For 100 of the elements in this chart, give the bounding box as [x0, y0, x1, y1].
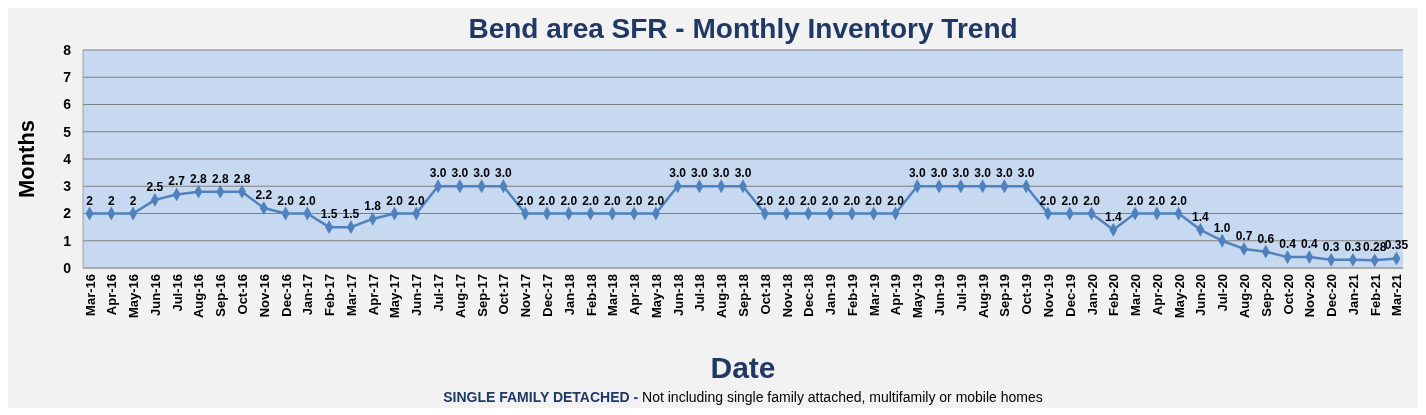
- data-label: 3.0: [473, 166, 491, 181]
- data-label: 2.0: [582, 193, 600, 208]
- data-label: 2.8: [211, 171, 229, 186]
- x-tick-label: Jul-16: [169, 274, 185, 312]
- x-tick-label: Jul-18: [692, 274, 708, 312]
- x-tick-label: Sep-20: [1258, 274, 1274, 317]
- data-label: 2.0: [865, 193, 883, 208]
- x-tick-label: Sep-17: [474, 274, 490, 317]
- x-tick-label: Apr-16: [104, 274, 120, 316]
- data-label: 1.0: [1213, 220, 1231, 235]
- x-tick-label: Oct-19: [1019, 274, 1035, 315]
- x-tick-label: Jul-19: [953, 274, 969, 312]
- data-label: 2.0: [625, 193, 643, 208]
- x-tick-label: Aug-17: [452, 274, 468, 319]
- data-label: 2.0: [1170, 193, 1188, 208]
- data-label: 2.5: [146, 179, 164, 194]
- data-label: 2.0: [821, 193, 839, 208]
- data-label: 2.0: [1061, 193, 1079, 208]
- data-label: 0.3: [1344, 239, 1362, 254]
- data-label: 3.0: [691, 166, 709, 181]
- data-label: 0.3: [1322, 239, 1340, 254]
- data-label: 0.7: [1235, 228, 1253, 243]
- data-label: 2.0: [1126, 193, 1144, 208]
- chart-title: Bend area SFR - Monthly Inventory Trend: [468, 13, 1018, 44]
- data-label: 2.0: [800, 193, 818, 208]
- data-label: 1.5: [342, 207, 360, 222]
- y-tick-label: 0: [63, 259, 72, 276]
- x-tick-label: Jun-20: [1193, 274, 1209, 316]
- x-tick-label: Sep-18: [736, 274, 751, 317]
- data-label: 2.0: [1148, 193, 1166, 208]
- text: SINGLE FAMILY DETACHED - Not including single family attached, multifamily or mobile homes: [443, 389, 1043, 405]
- y-tick-label: 4: [63, 150, 72, 167]
- y-tick-label: 5: [63, 123, 72, 140]
- data-label: 3.0: [1017, 166, 1035, 181]
- data-label: 3.0: [908, 166, 926, 181]
- x-tick-label: Mar-19: [866, 274, 882, 316]
- x-tick-label: Nov-18: [779, 274, 795, 318]
- x-tick-label: May-19: [910, 274, 926, 319]
- x-tick-label: Jan-20: [1084, 274, 1100, 316]
- x-tick-label: Mar-21: [1389, 274, 1405, 316]
- x-axis-title: Date: [710, 351, 776, 384]
- y-tick-label: 6: [63, 96, 72, 113]
- data-label: 3.0: [952, 166, 970, 181]
- x-tick-label: Oct-16: [235, 274, 251, 315]
- data-label: 2.8: [233, 171, 251, 186]
- x-tick-label: Jun-18: [670, 274, 686, 316]
- x-tick-label: Feb-18: [583, 274, 599, 316]
- x-tick-label: Jan-21: [1345, 274, 1361, 316]
- data-label: 2.0: [647, 193, 665, 208]
- x-tick-label: Nov-17: [518, 274, 534, 318]
- data-label: 2.0: [538, 193, 556, 208]
- data-label: 2.0: [756, 193, 774, 208]
- data-label: 2.0: [277, 193, 295, 208]
- x-tick-label: Jul-17: [431, 274, 447, 312]
- x-tick-label: Oct-17: [496, 274, 512, 315]
- x-tick-label: Aug-19: [975, 274, 991, 319]
- data-label: 2: [129, 193, 137, 208]
- data-label: 3.0: [669, 166, 687, 181]
- x-tick-label: May-20: [1171, 274, 1187, 319]
- x-tick-label: Nov-20: [1302, 274, 1318, 318]
- x-tick-label: Jun-19: [932, 274, 948, 316]
- data-label: 3.0: [996, 166, 1014, 181]
- data-label: 2.8: [190, 171, 208, 186]
- data-label: 3.0: [495, 166, 513, 181]
- x-tick-label: Dec-17: [539, 274, 555, 317]
- x-tick-label: Nov-16: [256, 274, 272, 318]
- data-label: 2.0: [887, 193, 905, 208]
- data-label: 2: [86, 193, 94, 208]
- x-tick-label: Jan-17: [300, 274, 316, 316]
- x-tick-label: Oct-20: [1280, 274, 1296, 315]
- data-label: 1.4: [1192, 209, 1210, 224]
- x-tick-label: Nov-19: [1040, 274, 1056, 318]
- data-label: 2.0: [407, 193, 425, 208]
- x-tick-label: Apr-18: [627, 274, 643, 316]
- x-tick-label: Apr-19: [888, 274, 904, 316]
- data-label: 3.0: [429, 166, 447, 181]
- x-tick-label: Jan-18: [561, 274, 577, 316]
- x-tick-label: Dec-20: [1324, 274, 1340, 317]
- y-tick-label: 3: [63, 178, 72, 195]
- x-tick-label: Apr-20: [1149, 274, 1165, 316]
- data-label: 3.0: [734, 166, 752, 181]
- data-label: 2: [107, 193, 115, 208]
- y-tick-label: 1: [63, 232, 72, 249]
- x-tick-label: May-18: [648, 274, 664, 319]
- data-label: 2.0: [778, 193, 796, 208]
- data-label: 3.0: [451, 166, 469, 181]
- x-tick-label: Dec-16: [278, 274, 294, 317]
- data-label: 2.0: [386, 193, 404, 208]
- x-tick-label: Feb-20: [1106, 274, 1122, 316]
- data-label: 3.0: [974, 166, 992, 181]
- x-tick-label: Mar-16: [82, 274, 98, 316]
- data-label: 3.0: [930, 166, 948, 181]
- x-tick-label: Mar-20: [1128, 274, 1144, 316]
- data-label: 0.4: [1300, 237, 1318, 252]
- x-tick-label: May-17: [387, 274, 403, 319]
- x-tick-label: Dec-18: [801, 274, 817, 317]
- x-tick-label: Jun-17: [409, 274, 425, 316]
- y-axis-title: Months: [14, 119, 39, 199]
- x-tick-label: Aug-20: [1236, 274, 1252, 319]
- data-label: 2.2: [255, 188, 273, 203]
